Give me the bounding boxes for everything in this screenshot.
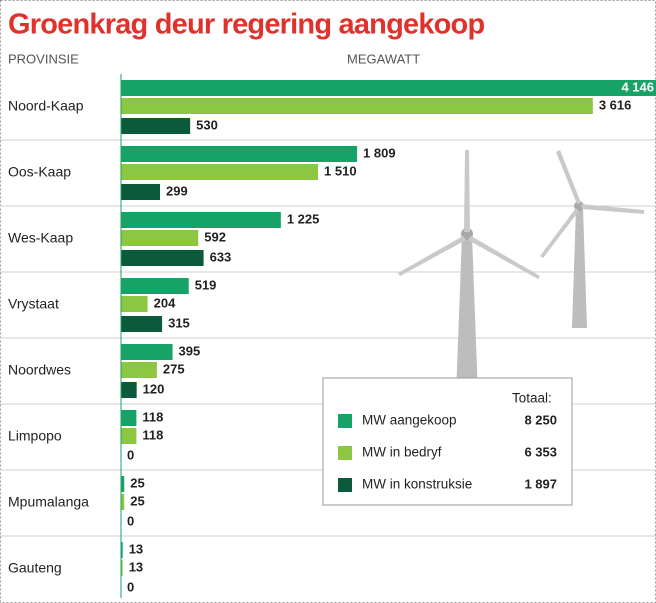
value-label: 519 <box>195 277 217 292</box>
value-label: 4 146 <box>621 79 654 94</box>
legend-swatch <box>338 414 352 428</box>
bar <box>121 164 319 180</box>
legend-label: MW aangekoop <box>362 413 457 428</box>
bar <box>121 362 157 378</box>
bar <box>121 494 125 510</box>
bar <box>121 542 123 558</box>
bar <box>121 296 148 312</box>
legend-total: 6 353 <box>524 444 557 459</box>
bar <box>121 278 189 294</box>
value-label: 315 <box>168 315 190 330</box>
value-label: 1 809 <box>363 145 396 160</box>
legend-total: 8 250 <box>524 412 557 427</box>
legend-title: Totaal: <box>512 391 552 406</box>
value-label: 592 <box>204 229 226 244</box>
value-label: 120 <box>143 381 165 396</box>
bar <box>121 316 163 332</box>
bar <box>121 560 123 576</box>
bar <box>121 98 593 114</box>
value-label: 275 <box>163 361 185 376</box>
value-label: 13 <box>129 541 143 556</box>
value-label: 1 510 <box>324 163 357 178</box>
chart-title: Groenkrag deur regering aangekoop <box>8 9 484 41</box>
bar <box>121 118 191 134</box>
legend-swatch <box>338 478 352 492</box>
bar <box>121 212 281 228</box>
x-axis-title: MEGAWATT <box>347 51 420 66</box>
value-label: 1 225 <box>287 211 320 226</box>
value-label: 118 <box>142 409 163 424</box>
bar <box>121 250 204 266</box>
value-label: 530 <box>196 117 218 132</box>
value-label: 13 <box>129 559 143 574</box>
value-label: 0 <box>127 447 134 462</box>
value-label: 3 616 <box>599 97 632 112</box>
category-label: Noordwes <box>8 362 71 378</box>
value-label: 0 <box>127 579 134 594</box>
legend-swatch <box>338 446 352 460</box>
category-label: Vrystaat <box>8 296 59 312</box>
value-label: 395 <box>179 343 201 358</box>
value-label: 0 <box>127 513 134 528</box>
value-label: 25 <box>130 475 144 490</box>
value-label: 204 <box>154 295 176 310</box>
bar <box>121 146 358 162</box>
bar <box>121 184 161 200</box>
legend-label: MW in konstruksie <box>362 477 472 492</box>
bar <box>121 230 199 246</box>
legend-box <box>322 377 573 506</box>
legend-label: MW in bedryf <box>362 445 442 460</box>
bar <box>121 476 125 492</box>
category-label: Wes-Kaap <box>8 230 73 246</box>
category-label: Mpumalanga <box>8 494 89 510</box>
bar <box>121 428 137 444</box>
value-label: 633 <box>210 249 232 264</box>
y-axis-title: PROVINSIE <box>8 51 79 66</box>
category-label: Gauteng <box>8 560 62 576</box>
bar <box>121 344 173 360</box>
category-label: Oos-Kaap <box>8 164 71 180</box>
category-label: Noord-Kaap <box>8 98 84 114</box>
value-label: 25 <box>130 493 144 508</box>
value-label: 299 <box>166 183 188 198</box>
value-label: 118 <box>142 427 163 442</box>
bar <box>121 382 137 398</box>
bar <box>121 410 137 426</box>
bar <box>121 80 656 96</box>
legend-total: 1 897 <box>524 476 557 491</box>
turbines <box>398 150 644 395</box>
category-label: Limpopo <box>8 428 62 444</box>
